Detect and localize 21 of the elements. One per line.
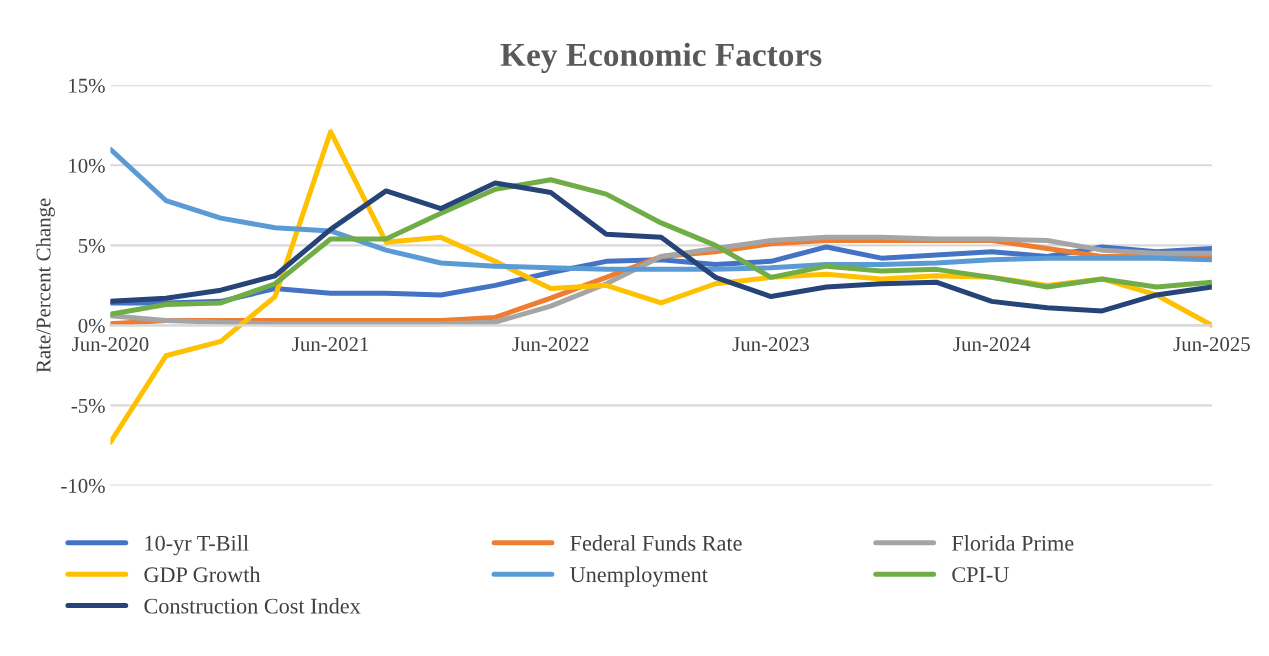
x-tick-label: Jun-2020: [72, 337, 149, 352]
y-tick-label: -10%: [61, 478, 105, 493]
legend-label: Unemployment: [570, 566, 708, 587]
y-tick-label: 0%: [78, 318, 105, 333]
legend-label: Florida Prime: [951, 535, 1074, 551]
y-axis-title: Rate/Percent Change: [35, 198, 55, 373]
x-tick-label: Jun-2023: [732, 337, 809, 352]
y-tick-label: 10%: [69, 158, 105, 173]
legend-label: GDP Growth: [144, 566, 261, 583]
y-tick-label: -5%: [71, 398, 105, 413]
legend-label: CPI-U: [952, 567, 1009, 583]
legend-label: Construction Cost Index: [144, 597, 361, 614]
x-tick-label: Jun-2021: [292, 337, 369, 352]
legend-label: Federal Funds Rate: [570, 535, 742, 551]
x-tick-label: Jun-2022: [512, 337, 589, 352]
x-tick-label: Jun-2024: [953, 337, 1031, 352]
y-tick-label: 15%: [69, 78, 105, 93]
chart-title: Key Economic Factors: [500, 42, 822, 74]
y-tick-label: 5%: [78, 238, 105, 253]
x-tick-label: Jun-2025: [1173, 337, 1250, 352]
legend-label: 10-yr T-Bill: [145, 535, 249, 556]
